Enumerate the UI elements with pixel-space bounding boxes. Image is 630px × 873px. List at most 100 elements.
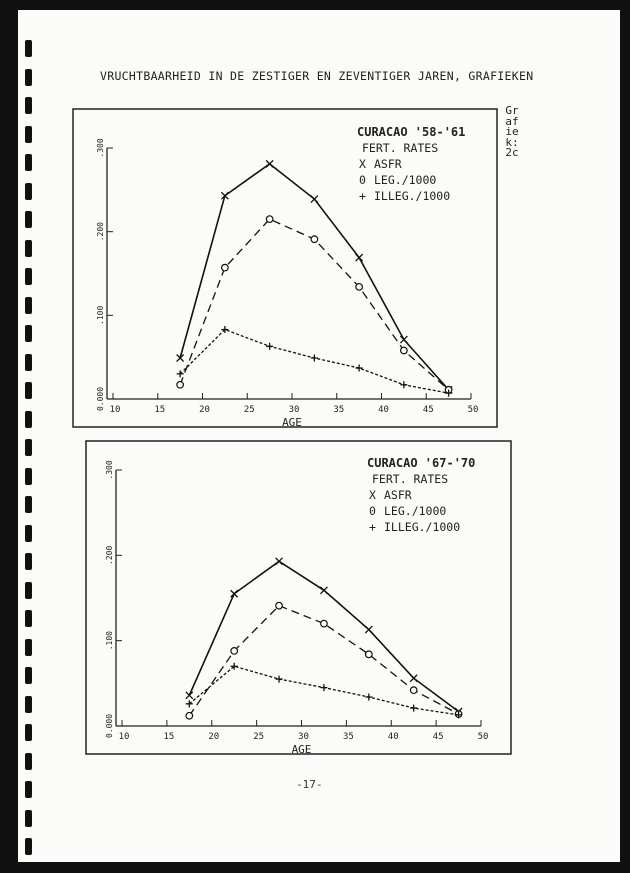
- legend-marker: +: [369, 520, 376, 534]
- y-tick-label: .300: [105, 460, 114, 479]
- series-line-1: [179, 218, 450, 391]
- data-point-x-marker: [220, 191, 229, 200]
- data-point-plus-marker: [310, 354, 318, 362]
- data-point-plus-marker: [221, 326, 229, 334]
- data-point-plus-marker: [445, 389, 453, 397]
- x-tick-label: 25: [253, 732, 264, 742]
- x-tick-label: 40: [378, 405, 389, 415]
- data-point-circle-marker: [310, 235, 319, 244]
- data-point-x-marker: [275, 557, 284, 566]
- data-point-x-marker: [185, 691, 194, 700]
- binding-hole: [25, 239, 32, 257]
- binding-hole: [25, 838, 32, 855]
- legend-marker: X: [359, 157, 366, 171]
- binding-hole: [25, 581, 32, 599]
- legend-entry: ILLEG./1000: [374, 189, 450, 203]
- y-tick-label: 0.000: [105, 714, 114, 738]
- x-tick-label: 20: [208, 732, 219, 742]
- binding-hole: [25, 382, 32, 399]
- x-tick-label: 25: [244, 405, 255, 415]
- legend-header: FERT. RATES: [362, 141, 438, 155]
- legend-entry: ILLEG./1000: [384, 520, 460, 534]
- x-tick-label: 30: [289, 405, 300, 415]
- data-point-x-marker: [230, 589, 239, 598]
- chart-title: CURACAO '58-'61: [357, 125, 465, 139]
- binding-hole: [25, 667, 32, 684]
- data-point-plus-marker: [230, 662, 238, 670]
- data-point-circle-marker: [275, 601, 283, 610]
- figure-label: Grafiek: 2c: [505, 104, 519, 159]
- x-axis-label: AGE: [292, 743, 312, 756]
- y-tick-label: .300: [96, 138, 105, 157]
- data-point-plus-marker: [320, 684, 328, 692]
- legend-entry: ASFR: [374, 157, 402, 171]
- x-tick-label: 45: [433, 732, 444, 742]
- binding-hole: [25, 781, 32, 798]
- binding-hole: [25, 353, 32, 371]
- x-tick-label: 50: [468, 405, 479, 415]
- y-tick-label: 0.000: [96, 387, 105, 411]
- legend-entry: LEG./1000: [384, 504, 446, 518]
- binding-hole: [25, 68, 32, 86]
- binding-hole: [25, 97, 32, 114]
- data-point-circle-marker: [265, 215, 274, 224]
- binding-hole: [25, 410, 32, 428]
- legend-marker: X: [369, 488, 376, 502]
- x-tick-label: 35: [333, 405, 344, 415]
- y-tick-label: .100: [105, 631, 114, 650]
- data-point-plus-marker: [185, 700, 193, 708]
- binding-hole: [25, 724, 32, 741]
- binding-hole: [25, 695, 32, 713]
- data-point-plus-marker: [176, 370, 184, 378]
- data-point-circle-marker: [320, 619, 328, 628]
- page-number: -17-: [296, 778, 323, 791]
- data-point-plus-marker: [365, 693, 373, 701]
- binding-hole: [25, 296, 32, 314]
- binding-hole: [25, 154, 32, 171]
- legend-entry: ASFR: [384, 488, 412, 502]
- document-page: [18, 10, 620, 862]
- y-tick-label: .200: [96, 222, 105, 241]
- binding-hole: [25, 325, 32, 342]
- legend-marker: 0: [369, 504, 376, 518]
- chart-frame: [72, 108, 498, 428]
- data-point-x-marker: [319, 586, 328, 595]
- chart-frame: [85, 440, 512, 755]
- binding-hole: [25, 610, 32, 627]
- x-tick-label: 20: [199, 405, 210, 415]
- data-point-circle-marker: [355, 282, 364, 291]
- data-point-plus-marker: [355, 364, 363, 372]
- x-tick-label: 45: [423, 405, 434, 415]
- binding-hole: [25, 439, 32, 456]
- x-tick-label: 10: [119, 732, 130, 742]
- x-tick-label: 35: [343, 732, 354, 742]
- y-tick-label: .100: [96, 306, 105, 325]
- data-point-x-marker: [265, 159, 274, 168]
- binding-hole: [25, 809, 32, 827]
- legend-entry: LEG./1000: [374, 173, 436, 187]
- x-tick-label: 50: [478, 732, 489, 742]
- binding-hole: [25, 496, 32, 513]
- data-point-plus-marker: [400, 381, 408, 389]
- data-point-x-marker: [310, 195, 319, 203]
- binding-hole: [25, 752, 32, 770]
- data-point-x-marker: [176, 354, 185, 362]
- data-point-circle-marker: [364, 650, 373, 659]
- data-point-circle-marker: [185, 711, 194, 720]
- chart-1: 10 15 20 25 30 35 40 45 50 0.000 .100 .200 .300 AGE CU…: [72, 108, 498, 429]
- data-point-plus-marker: [410, 704, 418, 712]
- data-point-circle-marker: [220, 263, 229, 272]
- data-point-circle-marker: [176, 380, 185, 389]
- chart-2: 10 15 20 25 30 35 40 45 50 0.000 .100 .200 .300 AGE CU…: [85, 440, 512, 756]
- binding-hole: [25, 211, 32, 228]
- legend-marker: 0: [359, 173, 366, 187]
- x-tick-label: 10: [110, 405, 121, 415]
- x-axis-label: AGE: [282, 416, 302, 429]
- binding-hole: [25, 40, 32, 57]
- data-point-circle-marker: [409, 686, 418, 695]
- data-point-circle-marker: [399, 346, 408, 355]
- data-point-plus-marker: [275, 675, 283, 683]
- data-point-x-marker: [399, 335, 408, 344]
- data-point-x-marker: [409, 674, 418, 683]
- binding-hole: [25, 125, 32, 143]
